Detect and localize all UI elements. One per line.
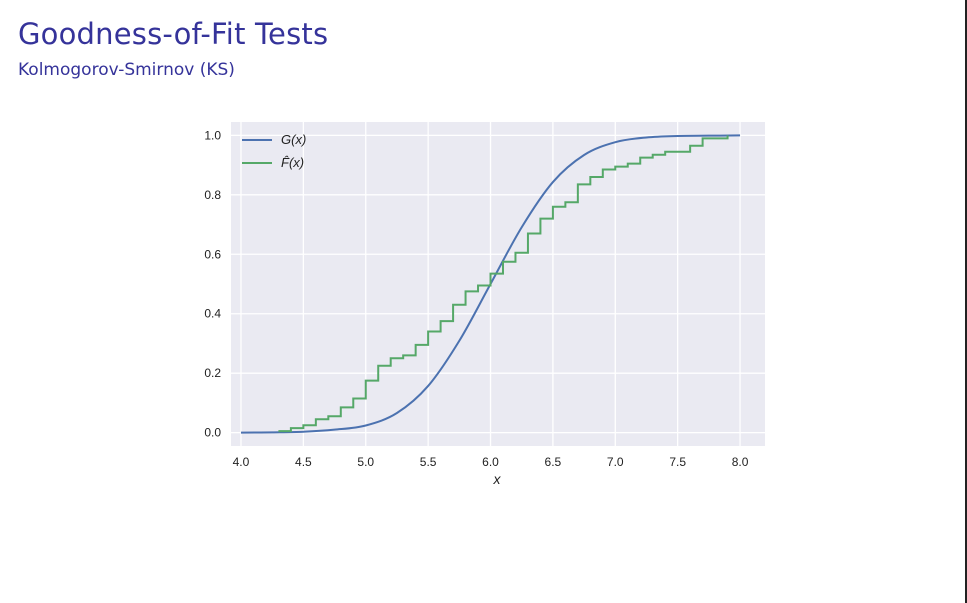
series-line-fhat (278, 135, 729, 433)
x-tick-label: 6.5 (545, 455, 562, 469)
y-tick-label: 0.6 (204, 247, 221, 261)
legend-label: G(x) (281, 132, 306, 147)
x-tick-labels: 4.0 4.5 5.0 5.5 6.0 6.5 7.0 7.5 8.0 (233, 455, 749, 469)
y-tick-label: 0.8 (204, 188, 221, 202)
y-tick-labels: 0.0 0.2 0.4 0.6 0.8 1.0 (204, 128, 221, 439)
x-axis-label: x (493, 471, 502, 487)
y-tick-label: 1.0 (204, 128, 221, 142)
x-tick-label: 8.0 (732, 455, 749, 469)
y-tick-label: 0.2 (204, 366, 221, 380)
legend-label: F̂(x) (281, 155, 304, 170)
slide-title: Goodness-of-Fit Tests (18, 17, 329, 51)
plot-background (231, 122, 765, 446)
x-tick-label: 7.0 (607, 455, 624, 469)
legend: G(x) F̂(x) (242, 132, 306, 170)
x-tick-label: 5.5 (420, 455, 437, 469)
slide-subtitle: Kolmogorov-Smirnov (KS) (18, 60, 235, 80)
x-tick-label: 7.5 (669, 455, 686, 469)
page-edge-divider (965, 0, 967, 603)
x-tick-label: 6.0 (482, 455, 499, 469)
y-tick-label: 0.0 (204, 426, 221, 440)
x-tick-label: 5.0 (357, 455, 374, 469)
grid-lines (231, 122, 765, 446)
x-tick-label: 4.5 (295, 455, 312, 469)
x-tick-label: 4.0 (233, 455, 250, 469)
y-tick-label: 0.4 (204, 307, 221, 321)
series-group (240, 134, 741, 434)
